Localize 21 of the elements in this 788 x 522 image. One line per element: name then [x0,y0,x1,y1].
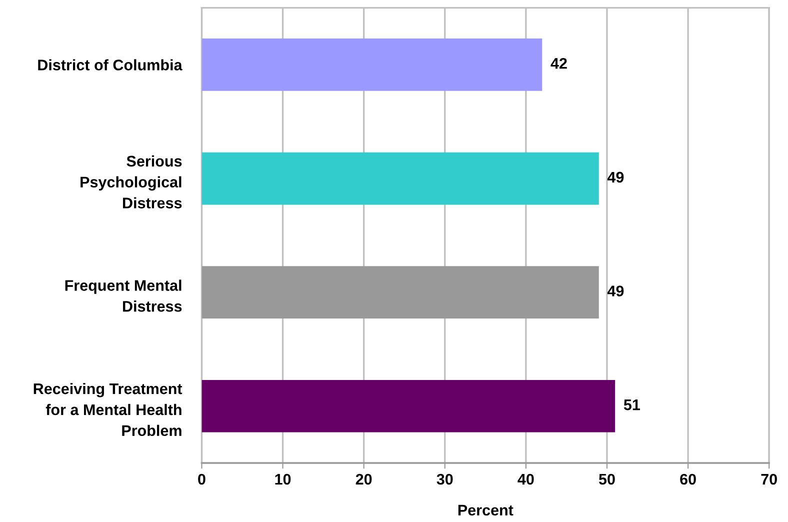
data-label: 49 [607,172,624,183]
x-tick-label: 10 [275,474,291,485]
data-label: 49 [607,286,624,296]
x-tick-label: 0 [198,474,206,485]
bar [202,38,542,91]
bar [202,266,599,318]
x-tick-label: 50 [598,474,615,485]
x-tick-label: 40 [518,474,534,485]
x-tick-label: 70 [761,474,777,485]
x-axis-title: Percent [458,504,514,516]
y-tick-label: Frequent Mental Distress [65,280,182,312]
x-tick-label: 60 [680,474,696,485]
bar [202,152,599,205]
y-tick-label: Serious Psychological Distress [80,155,182,208]
y-tick-label: Receiving Treatment for a Mental Health Problem [34,382,182,436]
data-label: 51 [624,400,640,410]
y-tick-label: District of Columbia [38,59,182,70]
x-tick-label: 30 [436,474,453,485]
x-tick-label: 20 [356,474,372,485]
data-label: 42 [550,58,567,69]
bar [202,380,616,432]
